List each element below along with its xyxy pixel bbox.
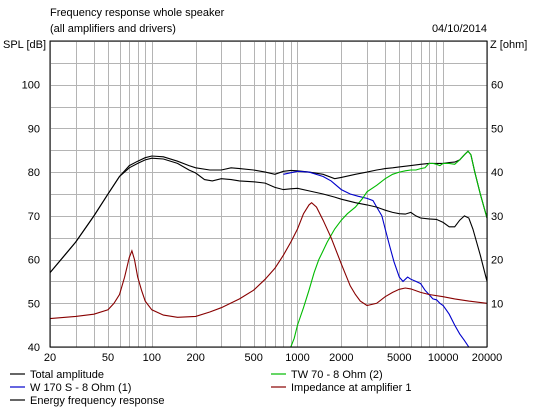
y-tick-label-left: 90	[28, 123, 40, 135]
y-tick-label-right: 20	[491, 255, 503, 267]
y-tick-label-right: 60	[491, 80, 503, 92]
x-tick-label: 5000	[387, 352, 411, 364]
y-tick-label-left: 70	[28, 211, 40, 223]
y-tick-label-right: 30	[491, 211, 503, 223]
x-tick-label: 20	[44, 352, 56, 364]
x-tick-label: 500	[244, 352, 262, 364]
y-tick-label-left: 100	[22, 80, 40, 92]
chart-date: 04/10/2014	[432, 23, 487, 35]
plot-area	[50, 150, 487, 347]
legend-label: TW 70 - 8 Ohm (2)	[291, 369, 383, 381]
tick-labels: 20 50 100 200 500 1000 2000 5000 10000 20000 40 50 6…	[22, 80, 504, 364]
series-line-impedance-at-amplifier-1	[50, 201, 487, 320]
series-line-tw-70-8-ohm-2	[50, 150, 487, 347]
series-line-w-170-s-8-ohm-1	[283, 170, 470, 347]
x-tick-label: 20000	[472, 352, 503, 364]
series-line-energy-frequency-response	[50, 157, 487, 282]
y-tick-label-right: 10	[491, 298, 503, 310]
grid	[50, 41, 488, 348]
x-tick-label: 200	[186, 352, 204, 364]
y-axis-label-left: SPL [dB]	[3, 39, 46, 51]
y-tick-label-left: 80	[28, 167, 40, 179]
y-tick-label-left: 50	[28, 298, 40, 310]
y-tick-label-left: 60	[28, 255, 40, 267]
plot-frame	[49, 40, 488, 348]
x-tick-label: 100	[143, 352, 161, 364]
chart-title: Frequency response whole speaker	[50, 7, 225, 19]
y-tick-label-right: 40	[491, 167, 503, 179]
x-tick-label: 10000	[428, 352, 459, 364]
x-tick-label: 2000	[329, 352, 353, 364]
y-tick-label-left: 40	[28, 342, 40, 354]
x-tick-label: 1000	[285, 352, 309, 364]
legend-label: Impedance at amplifier 1	[291, 382, 411, 394]
legend-label: Energy frequency response	[30, 395, 165, 407]
chart-subtitle: (all amplifiers and drivers)	[50, 23, 176, 35]
legend-label: Total amplitude	[30, 369, 104, 381]
legend-label: W 170 S - 8 Ohm (1)	[30, 382, 131, 394]
x-tick-label: 50	[102, 352, 114, 364]
y-axis-label-right: Z [ohm]	[490, 39, 527, 51]
y-tick-label-right: 50	[491, 123, 503, 135]
